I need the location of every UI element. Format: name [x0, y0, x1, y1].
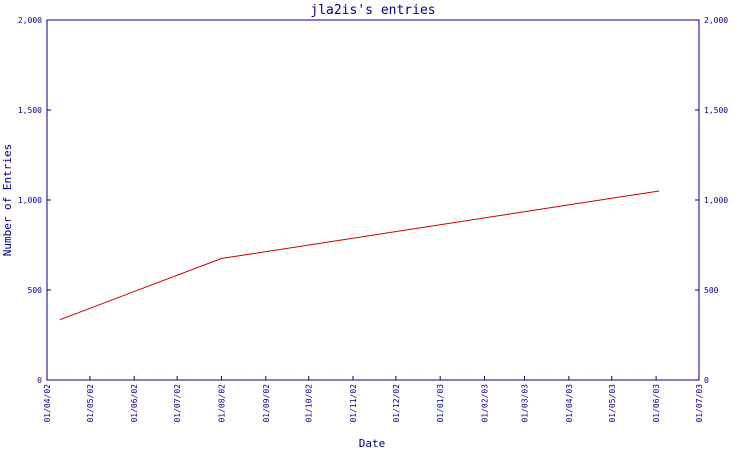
y-tick-label-left: 1,500: [18, 106, 42, 115]
y-tick-label-right: 1,500: [704, 106, 728, 115]
x-tick-label: 01/06/02: [130, 384, 139, 423]
series-group: [59, 190, 660, 321]
x-tick-label: 01/01/03: [436, 384, 445, 423]
x-tick-label: 01/04/02: [43, 384, 52, 423]
x-tick-label: 01/08/02: [217, 384, 226, 423]
y-tick-label-right: 500: [704, 286, 719, 295]
x-axis-label: Date: [359, 437, 386, 450]
x-tick-label: 01/03/03: [521, 384, 530, 423]
x-tick-label: 01/02/03: [481, 384, 490, 423]
x-tick-label: 01/11/02: [349, 384, 358, 423]
y-tick-label-left: 500: [28, 286, 43, 295]
y-tick-label-left: 0: [37, 376, 42, 385]
x-tick-label: 01/07/02: [173, 384, 182, 423]
x-tick-label: 01/07/03: [695, 384, 704, 423]
y-axis-label: Number of Entries: [1, 144, 14, 257]
x-tick-label: 01/09/02: [262, 384, 271, 423]
x-tick-label: 01/12/02: [392, 384, 401, 423]
x-tick-label: 01/05/03: [608, 384, 617, 423]
x-tick-label: 01/05/02: [86, 384, 95, 423]
y-tick-label-right: 2,000: [704, 16, 728, 25]
y-ticks-right: 0 500 1,000 1,500 2,000: [695, 16, 728, 385]
x-tick-label: 01/06/03: [652, 384, 661, 423]
y-ticks-left: 0 500 1,000 1,500 2,000: [18, 16, 51, 385]
series-line: [59, 190, 660, 321]
x-tick-label: 01/04/03: [565, 384, 574, 423]
x-ticks: 01/04/02 01/05/02 01/06/02 01/07/02 01/08/02…: [43, 376, 704, 423]
y-tick-label-right: 1,000: [704, 196, 728, 205]
y-tick-label-left: 2,000: [18, 16, 42, 25]
x-tick-label: 01/10/02: [305, 384, 314, 423]
chart-title: jla2is's entries: [310, 3, 435, 18]
y-tick-label-right: 0: [704, 376, 709, 385]
y-tick-label-left: 1,000: [18, 196, 42, 205]
